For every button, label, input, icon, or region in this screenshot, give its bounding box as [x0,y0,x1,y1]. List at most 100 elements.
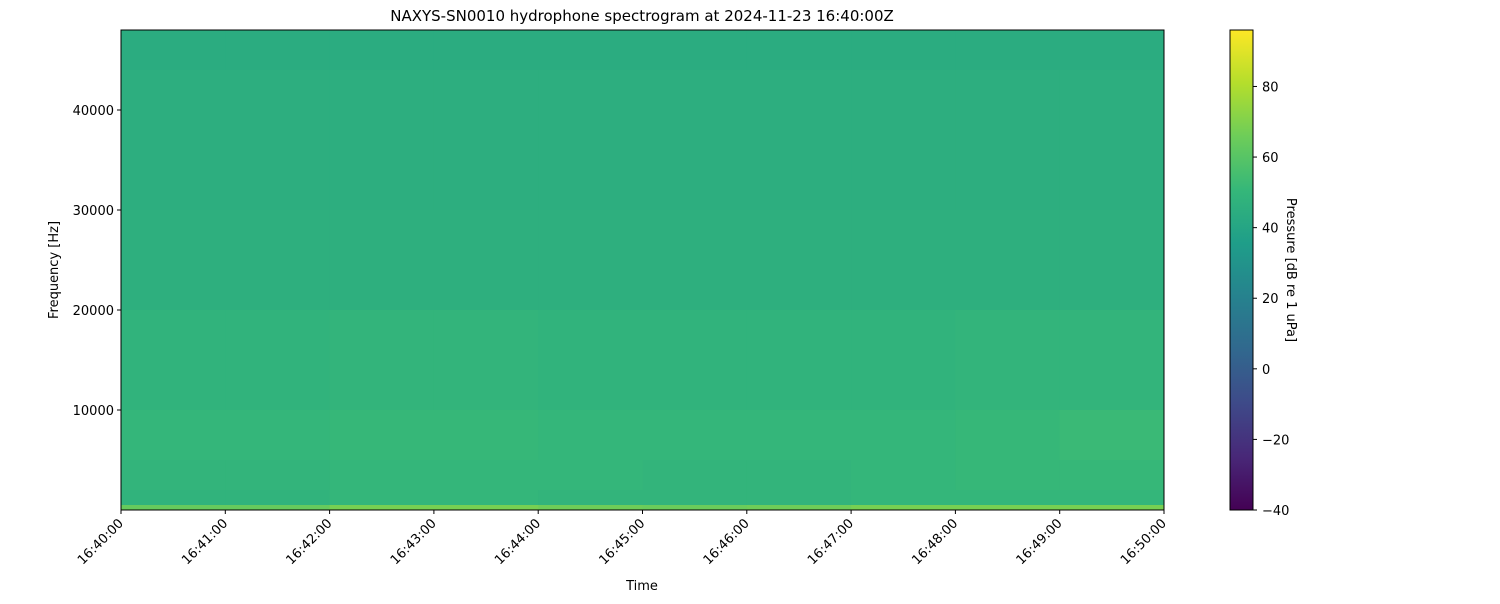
colorbar-ticks: −40 −20 0 20 40 60 80 [1253,80,1289,519]
colorbar [1229,29,1254,511]
x-tick-label: 16:46:00 [701,516,753,568]
heatmap-cell [225,210,331,311]
heatmap-cell [225,410,331,461]
heatmap-cell [746,310,852,411]
heatmap-cell [1059,460,1165,491]
heatmap-cell [851,460,956,491]
heatmap-cell [642,310,748,411]
heatmap-cell [1059,210,1165,311]
heatmap-cell [329,410,435,461]
x-tick-label: 16:40:00 [75,516,127,568]
heatmap-cell [538,30,643,71]
heatmap-cell [225,310,331,411]
heatmap-cell [433,490,539,506]
heatmap-cell [329,310,435,411]
x-tick-label: 16:47:00 [805,516,857,568]
x-tick-label: 16:43:00 [388,516,440,568]
heatmap-cell [955,210,1061,311]
colorbar-tick-label: 40 [1262,222,1279,237]
heatmap-cell [955,490,1061,506]
heatmap-cell [538,210,643,311]
x-tick-label: 16:44:00 [492,516,544,568]
heatmap-cell [225,30,331,71]
colorbar-tick-label: −20 [1262,433,1289,448]
heatmap-cell [642,505,748,511]
colorbar-tick-label: 60 [1262,151,1279,166]
heatmap-cell [433,410,539,461]
heatmap-cell [538,70,643,211]
heatmap-cell [746,70,852,211]
heatmap-cell [955,30,1061,71]
y-tick-label: 10000 [73,404,114,419]
heatmap-cell [851,505,956,511]
heatmap-cell [746,410,852,461]
heatmap-cell [955,505,1061,511]
y-tick-label: 20000 [73,304,114,319]
heatmap-cell [121,70,226,211]
heatmap-cell [1059,490,1165,506]
heatmap-cell [642,490,748,506]
chart-title: NAXYS-SN0010 hydrophone spectrogram at 2… [390,7,894,25]
y-tick-label: 40000 [73,104,114,119]
heatmap-cell [955,460,1061,491]
heatmap-cells [121,30,1165,511]
heatmap-cell [329,505,435,511]
heatmap-cell [1059,505,1165,511]
heatmap-cell [746,505,852,511]
heatmap-cell [1059,30,1165,71]
y-axis-label: Frequency [Hz] [47,221,62,319]
heatmap-cell [329,460,435,491]
heatmap-cell [121,410,226,461]
heatmap-cell [121,210,226,311]
heatmap-cell [329,210,435,311]
heatmap-cell [642,30,748,71]
heatmap-cell [746,490,852,506]
heatmap-cell [433,460,539,491]
heatmap-cell [538,460,643,491]
x-axis-label: Time [625,579,658,594]
heatmap-cell [538,310,643,411]
heatmap-cell [225,70,331,211]
heatmap-cell [746,460,852,491]
heatmap-cell [1059,310,1165,411]
heatmap-cell [329,490,435,506]
colorbar-tick-label: 80 [1262,80,1279,95]
heatmap-cell [955,410,1061,461]
x-ticks: 16:40:00 16:41:00 16:42:00 16:43:00 16:44:00… [75,510,1170,568]
heatmap-cell [538,490,643,506]
y-ticks: 10000 20000 30000 40000 [73,104,121,419]
heatmap-cell [538,410,643,461]
heatmap-cell [746,30,852,71]
colorbar-tick-label: −40 [1262,504,1289,519]
colorbar-label: Pressure [dB re 1 uPa] [1283,198,1298,342]
heatmap-cell [329,30,435,71]
heatmap-cell [433,505,539,511]
heatmap-cell [225,460,331,491]
x-tick-label: 16:42:00 [284,516,336,568]
heatmap-cell [225,490,331,506]
heatmap-cell [642,460,748,491]
colorbar-tick-label: 0 [1262,363,1270,378]
heatmap-cell [746,210,852,311]
heatmap-cell [851,70,956,211]
heatmap-cell [851,310,956,411]
heatmap-cell [851,30,956,71]
heatmap-cell [851,210,956,311]
heatmap-cell [121,490,226,506]
heatmap-cell [433,210,539,311]
heatmap-cell [538,505,643,511]
x-tick-label: 16:45:00 [596,516,648,568]
heatmap-cell [433,70,539,211]
colorbar-tick-label: 20 [1262,292,1279,307]
heatmap-cell [955,310,1061,411]
heatmap-cell [1059,70,1165,211]
heatmap-cell [851,490,956,506]
heatmap-cell [121,310,226,411]
x-tick-label: 16:49:00 [1014,516,1066,568]
heatmap-cell [225,505,331,511]
heatmap-cell [955,70,1061,211]
heatmap-cell [851,410,956,461]
heatmap-cell [433,30,539,71]
